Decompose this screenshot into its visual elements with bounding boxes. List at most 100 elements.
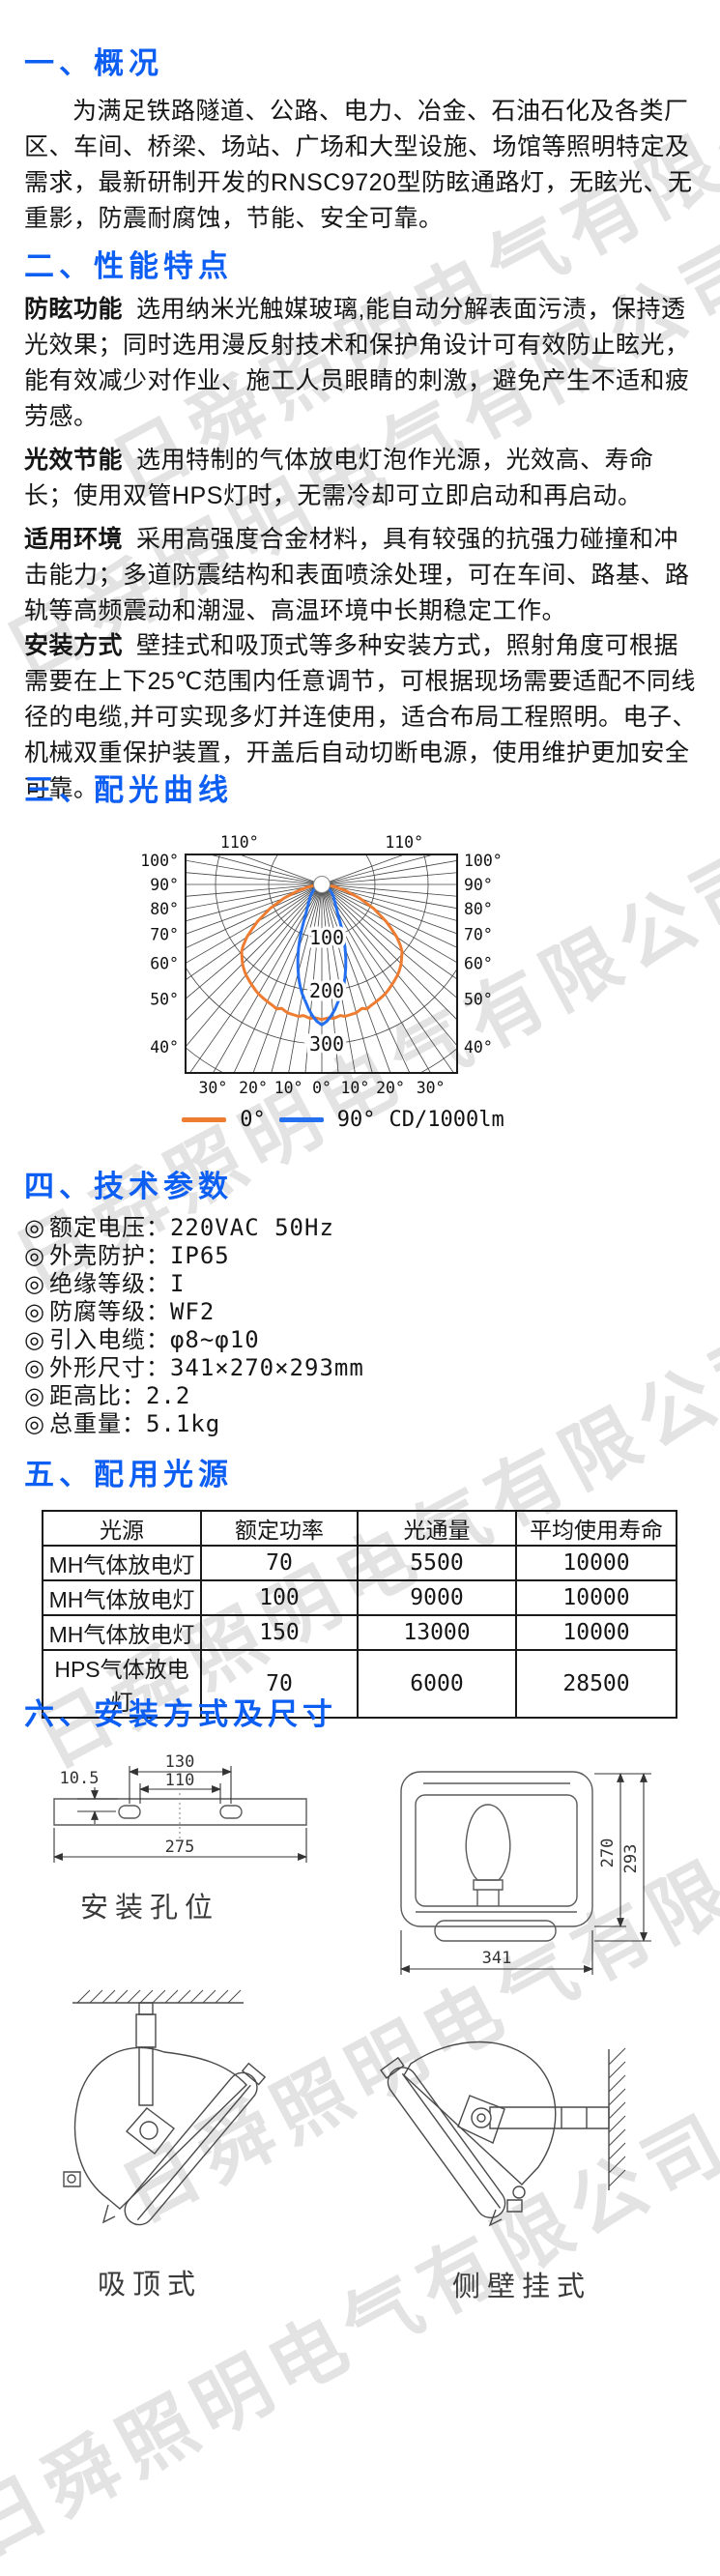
bullet-icon: ◎ bbox=[24, 1215, 45, 1241]
svg-text:200: 200 bbox=[309, 979, 344, 1002]
param-value: φ8~φ10 bbox=[169, 1326, 260, 1353]
feature-label: 适用环境 bbox=[24, 526, 124, 553]
dim-130: 130 bbox=[165, 1754, 195, 1772]
svg-text:90°: 90° bbox=[150, 876, 179, 894]
param-label: 防腐等级 bbox=[48, 1299, 146, 1325]
bullet-icon: ◎ bbox=[24, 1299, 45, 1325]
bullet-icon: ◎ bbox=[24, 1243, 45, 1269]
feature-text: 采用高强度合金材料，具有较强的抗强力碰撞和冲击能力；多道防震结构和表面喷涂处理，… bbox=[24, 526, 690, 624]
param-value: 341×270×293mm bbox=[169, 1354, 364, 1381]
dim-110: 110 bbox=[165, 1771, 195, 1790]
section-6-heading: 六、安装方式及尺寸 bbox=[24, 1697, 337, 1731]
cell-source: MH气体放电灯 bbox=[42, 1545, 202, 1581]
cell-flux: 6000 bbox=[357, 1649, 517, 1719]
cell-lifetime: 10000 bbox=[515, 1545, 677, 1581]
feature-efficiency: 光效节能 选用特制的气体放电灯泡作光源，光效高、寿命长；使用双管HPS灯时，无需冷… bbox=[24, 443, 703, 514]
param-separator: ： bbox=[145, 1355, 170, 1381]
svg-text:0°: 0° bbox=[312, 1079, 331, 1097]
cell-source: MH气体放电灯 bbox=[42, 1614, 202, 1651]
param-separator: ： bbox=[145, 1299, 170, 1325]
feature-text: 壁挂式和吸顶式等多种安装方式，照射角度可根据需要在上下25℃范围内任意调节，可根… bbox=[24, 632, 697, 802]
svg-text:60°: 60° bbox=[464, 954, 493, 972]
cell-source: MH气体放电灯 bbox=[42, 1579, 202, 1616]
section-1-heading: 一、概况 bbox=[24, 46, 163, 80]
svg-text:10°: 10° bbox=[340, 1079, 369, 1097]
svg-text:10°: 10° bbox=[274, 1079, 303, 1097]
legend-swatch-0deg bbox=[182, 1117, 227, 1122]
dim-275: 275 bbox=[165, 1838, 195, 1857]
param-anticorrosion: ◎ 防腐等级：WF2 bbox=[24, 1298, 364, 1326]
param-label: 绝缘等级 bbox=[48, 1271, 146, 1297]
cell-lifetime: 28500 bbox=[515, 1649, 677, 1719]
bullet-icon: ◎ bbox=[24, 1411, 45, 1437]
param-value: I bbox=[169, 1270, 186, 1297]
param-ip: ◎ 外壳防护：IP65 bbox=[24, 1242, 364, 1270]
dim-270: 270 bbox=[598, 1838, 618, 1868]
feature-text: 选用特制的气体放电灯泡作光源，光效高、寿命长；使用双管HPS灯时，无需冷却可立即… bbox=[24, 447, 654, 509]
svg-text:50°: 50° bbox=[464, 990, 493, 1008]
param-size: ◎ 外形尺寸：341×270×293mm bbox=[24, 1354, 364, 1382]
legend-label-0deg: 0° bbox=[240, 1108, 266, 1132]
param-weight: ◎ 总重量：5.1kg bbox=[24, 1410, 364, 1438]
chart-units-label: CD/1000lm bbox=[389, 1108, 504, 1132]
param-label: 外壳防护 bbox=[48, 1243, 146, 1269]
ceiling-caption: 吸顶式 bbox=[97, 2270, 202, 2301]
legend-label-90deg: 90° bbox=[336, 1108, 376, 1132]
section-4-heading: 四、技术参数 bbox=[24, 1170, 233, 1203]
cell-power: 100 bbox=[200, 1579, 359, 1616]
param-value: 5.1kg bbox=[145, 1410, 221, 1437]
svg-text:300: 300 bbox=[309, 1032, 344, 1056]
holes-caption: 安装孔位 bbox=[79, 1893, 219, 1924]
param-separator: ： bbox=[145, 1243, 170, 1269]
param-value: WF2 bbox=[169, 1298, 216, 1325]
param-label: 额定电压 bbox=[48, 1215, 146, 1241]
svg-text:100: 100 bbox=[309, 926, 344, 949]
svg-text:50°: 50° bbox=[150, 990, 179, 1008]
feature-text: 选用纳米光触媒玻璃,能自动分解表面污渍，保持透光效果；同时选用漫反射技术和保护角… bbox=[24, 296, 690, 430]
svg-text:40°: 40° bbox=[150, 1038, 179, 1056]
svg-text:30°: 30° bbox=[198, 1079, 227, 1097]
svg-text:40°: 40° bbox=[464, 1038, 493, 1056]
cell-power: 150 bbox=[200, 1614, 359, 1651]
section-2-heading: 二、性能特点 bbox=[24, 249, 233, 283]
cell-flux: 9000 bbox=[357, 1579, 517, 1616]
cell-lifetime: 10000 bbox=[515, 1579, 677, 1616]
wall-mount-drawing bbox=[372, 2020, 715, 2320]
feature-label: 防眩功能 bbox=[24, 296, 124, 323]
table-header-row: 光源 额定功率 光通量 平均使用寿命 bbox=[42, 1510, 677, 1547]
svg-text:60°: 60° bbox=[150, 954, 179, 972]
param-label: 引入电缆 bbox=[48, 1327, 146, 1353]
mounting-holes-drawing: 130 110 10.5 275 bbox=[53, 1754, 307, 1933]
svg-text:20°: 20° bbox=[239, 1079, 268, 1097]
legend-swatch-90deg bbox=[278, 1117, 324, 1122]
bullet-icon: ◎ bbox=[24, 1355, 45, 1381]
floodlight-front-drawing: 270 293 341 bbox=[400, 1754, 715, 1986]
feature-mounting: 安装方式 壁挂式和吸顶式等多种安装方式，照射角度可根据需要在上下25℃范围内任意调… bbox=[24, 628, 703, 807]
dim-10-5: 10.5 bbox=[60, 1769, 100, 1788]
svg-text:80°: 80° bbox=[150, 900, 179, 918]
feature-environment: 适用环境 采用高强度合金材料，具有较强的抗强力碰撞和冲击能力；多道防震结构和表面喷… bbox=[24, 522, 703, 629]
param-ratio: ◎ 距高比：2.2 bbox=[24, 1382, 364, 1410]
svg-text:80°: 80° bbox=[464, 900, 493, 918]
svg-text:110°: 110° bbox=[220, 833, 259, 852]
feature-label: 光效节能 bbox=[24, 447, 124, 474]
cell-flux: 13000 bbox=[357, 1614, 517, 1651]
col-header-power: 额定功率 bbox=[200, 1510, 359, 1547]
param-insulation: ◎ 绝缘等级：I bbox=[24, 1270, 364, 1298]
svg-text:70°: 70° bbox=[464, 925, 493, 943]
param-label: 总重量 bbox=[48, 1411, 122, 1437]
param-separator: ： bbox=[145, 1215, 170, 1241]
bullet-icon: ◎ bbox=[24, 1327, 45, 1353]
param-separator: ： bbox=[121, 1411, 146, 1437]
light-distribution-chart: 100 200 300 30° 20° 10° 0° 10° 20° 30° 100° 100° 90°… bbox=[116, 826, 561, 1116]
svg-text:70°: 70° bbox=[150, 925, 179, 943]
param-separator: ： bbox=[145, 1271, 170, 1297]
bullet-icon: ◎ bbox=[24, 1383, 45, 1409]
wall-caption: 侧壁挂式 bbox=[451, 2272, 591, 2302]
table-row: MH气体放电灯 70 5500 10000 bbox=[42, 1545, 677, 1581]
bullet-icon: ◎ bbox=[24, 1271, 45, 1297]
tech-params-list: ◎ 额定电压：220VAC 50Hz ◎ 外壳防护：IP65 ◎ 绝缘等级：I ◎ 防腐… bbox=[24, 1214, 364, 1438]
col-header-flux: 光通量 bbox=[357, 1510, 517, 1547]
table-row: MH气体放电灯 100 9000 10000 bbox=[42, 1579, 677, 1616]
cell-power: 70 bbox=[200, 1649, 359, 1719]
